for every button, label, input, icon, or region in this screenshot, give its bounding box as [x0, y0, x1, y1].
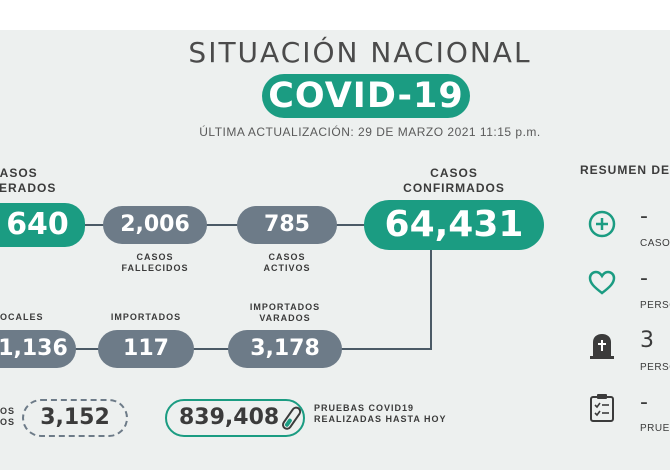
summary-label-2: PERSO: [640, 300, 670, 311]
covid-badge: COVID-19: [262, 74, 470, 118]
tests-label: PRUEBAS COVID19 REALIZADAS HASTA HOY: [314, 403, 447, 424]
local-pill: 1,136: [0, 330, 76, 368]
summary-label-1: CASO: [640, 238, 670, 249]
page-title: SITUACIÓN NACIONAL: [188, 36, 532, 69]
confirmed-label: CASOS CONFIRMADOS: [403, 166, 505, 195]
plus-circle-icon: [588, 210, 616, 238]
heart-icon: [588, 270, 616, 295]
local-label: OCALES: [0, 312, 44, 322]
imported-label: IMPORTADOS: [110, 312, 182, 322]
summary-value-4: -: [640, 390, 648, 415]
last-update-text: ÚLTIMA ACTUALIZACIÓN: 29 DE MARZO 2021 1…: [199, 125, 541, 139]
clipboard-icon: [590, 394, 614, 422]
test-tube-icon: [281, 406, 302, 430]
confirmed-pill: 64,431: [364, 200, 544, 250]
tombstone-icon: [590, 334, 614, 359]
dashboard-panel: SITUACIÓN NACIONAL COVID-19 ÚLTIMA ACTUA…: [0, 30, 670, 470]
connector-line-vertical: [430, 250, 432, 349]
summary-title: RESUMEN DE: [580, 163, 670, 177]
summary-value-1: -: [640, 204, 648, 229]
active-label: CASOS ACTIVOS: [263, 252, 311, 273]
imported-pill: 117: [98, 330, 194, 368]
active-pill: 785: [237, 206, 337, 244]
recovered-pill: 640: [0, 203, 85, 247]
tests-box: 839,408: [165, 399, 305, 437]
connector-line-row1: [60, 224, 370, 226]
summary-value-2: -: [640, 266, 648, 291]
deceased-pill: 2,006: [103, 206, 207, 244]
dashed-value-box: 3,152: [22, 399, 128, 437]
summary-label-4: PRUEB: [640, 423, 670, 434]
summary-value-3: 3: [640, 328, 654, 353]
recovered-label: CASOS PERADOS: [0, 166, 57, 195]
deceased-label: CASOS FALLECIDOS: [121, 252, 189, 273]
summary-label-3: PERSO: [640, 362, 670, 373]
row3-label: OS OS: [0, 406, 16, 427]
tests-value: 839,408: [179, 405, 280, 430]
stranded-label: IMPORTADOS VARADOS: [249, 302, 321, 323]
stranded-pill: 3,178: [228, 330, 342, 368]
